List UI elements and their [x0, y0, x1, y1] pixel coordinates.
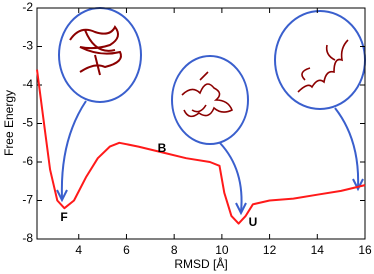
inset-unfolded: [274, 10, 366, 110]
x-tick-label: 10: [215, 243, 229, 257]
y-tick-label: -6: [22, 154, 33, 168]
free-energy-line: [36, 69, 366, 225]
structure-insets: [58, 7, 366, 145]
x-tick-label: 6: [123, 243, 130, 257]
y-tick-label: -8: [22, 231, 33, 245]
arrow-head: [352, 178, 364, 192]
inset-intermediate: [171, 55, 249, 145]
x-tick-label: 8: [171, 243, 178, 257]
x-tick-label: 14: [311, 243, 325, 257]
arrow: [60, 100, 87, 199]
y-tick-label: -5: [22, 116, 33, 130]
x-tick-label: 16: [358, 243, 372, 257]
y-tick-label: -3: [22, 39, 33, 53]
arrow: [334, 107, 360, 189]
state-label: U: [249, 215, 258, 229]
protein-intermediate: [181, 71, 234, 118]
y-axis-label: Free Energy: [2, 90, 16, 156]
arrows: [56, 100, 364, 216]
x-axis-label: RMSD [Å]: [174, 256, 227, 271]
x-tick-label: 12: [263, 243, 277, 257]
x-tick-label: 4: [75, 243, 82, 257]
arrow-head: [56, 189, 68, 203]
protein-folded: [69, 25, 122, 76]
protein-unfolded: [297, 39, 349, 93]
y-tick-label: -4: [22, 77, 33, 91]
y-tick-label: -7: [22, 193, 33, 207]
y-tick-label: -2: [22, 0, 33, 14]
inset-folded: [58, 7, 142, 103]
state-label: F: [60, 210, 67, 224]
state-label: B: [158, 141, 167, 155]
arrow-head: [235, 202, 247, 216]
arrow: [219, 142, 243, 213]
